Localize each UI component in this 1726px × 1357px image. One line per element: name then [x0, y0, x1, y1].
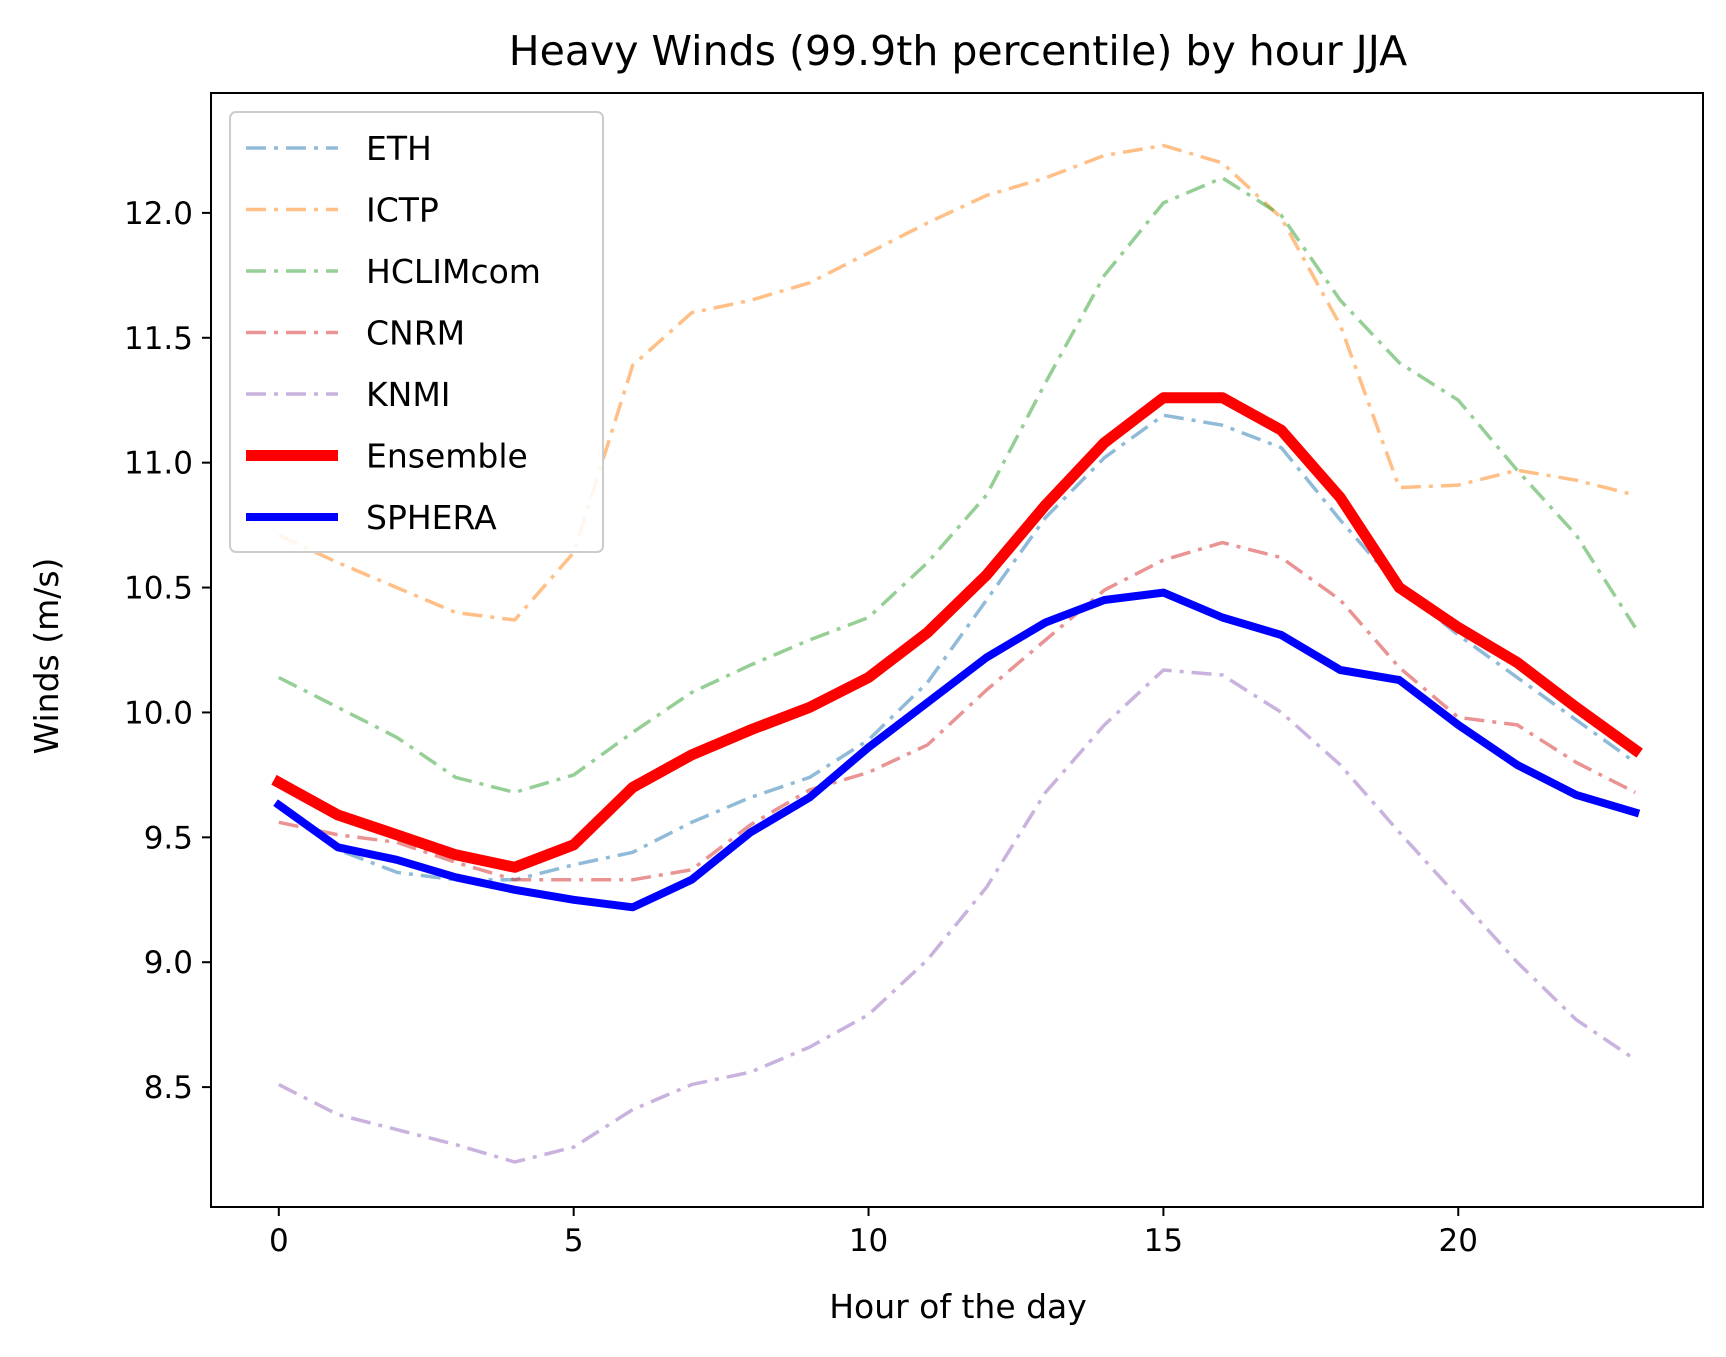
x-tick-label: 5 — [564, 1223, 584, 1259]
series-line-ensemble — [271, 392, 1643, 873]
legend-label-ensemble: Ensemble — [366, 437, 528, 476]
legend-box — [229, 111, 604, 553]
legend-label-knmi: KNMI — [366, 375, 451, 414]
legend-label-hclimcom: HCLIMcom — [366, 252, 541, 291]
series-line-cnrm — [278, 540, 1636, 882]
axes: 0 5 10 15 20 8.5 9.0 9.5 10.0 10.5 11.0 11.5 12.0 — [124, 92, 1704, 1259]
series-line-eth — [277, 413, 1637, 882]
legend-label-cnrm: CNRM — [366, 314, 465, 353]
legend-label-sphera: SPHERA — [366, 498, 497, 537]
series-line-hclimcom — [278, 176, 1637, 795]
y-tick-label: 11.0 — [124, 446, 193, 482]
chart-title: Heavy Winds (99.9th percentile) by hour … — [509, 27, 1407, 75]
legend: ETH ICTP HCLIMcom CNRM KNMI Ensemble SPHERA — [229, 111, 604, 553]
legend-label-ictp: ICTP — [366, 191, 439, 230]
x-axis-label: Hour of the day — [829, 1287, 1087, 1326]
y-tick-label: 9.0 — [144, 945, 193, 981]
axes-frame — [210, 92, 1704, 1208]
y-tick-label: 11.5 — [124, 321, 193, 357]
x-tick-label: 0 — [269, 1223, 289, 1259]
y-tick-label: 12.0 — [124, 196, 193, 232]
series-line-knmi — [278, 668, 1637, 1164]
y-tick-label: 8.5 — [144, 1070, 193, 1106]
x-tick-label: 15 — [1144, 1223, 1183, 1259]
y-tick-label: 10.5 — [124, 571, 193, 607]
series-line-sphera — [273, 588, 1641, 912]
y-tick-label: 9.5 — [144, 820, 193, 856]
x-tick-label: 20 — [1439, 1223, 1478, 1259]
legend-label-eth: ETH — [366, 129, 432, 168]
series-line-ictp — [278, 143, 1636, 622]
plot-area — [271, 143, 1643, 1164]
y-tick-label: 10.0 — [124, 695, 193, 731]
y-axis-label: Winds (m/s) — [27, 558, 66, 755]
x-tick-label: 10 — [849, 1223, 888, 1259]
